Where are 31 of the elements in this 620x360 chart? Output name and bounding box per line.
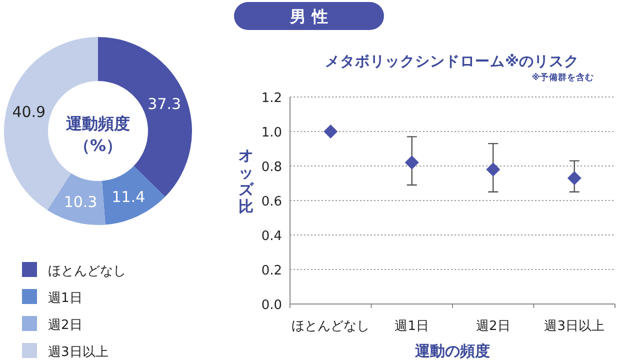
data-label: 37.3 [148, 95, 182, 114]
donut-slice [102, 166, 166, 225]
x-tick-label: 週3日以上 [544, 319, 605, 334]
legend-label: ほとんどなし [48, 264, 126, 279]
donut-slice [47, 173, 106, 225]
y-tick-label: 0.0 [261, 298, 282, 313]
y-tick-label: 0.4 [261, 229, 282, 244]
data-label: 10.3 [64, 192, 98, 211]
y-axis-title: オッズ比 [238, 146, 254, 216]
point [324, 124, 338, 138]
legend-label: 週3日以上 [48, 345, 108, 360]
y-tick-label: 1.2 [261, 91, 282, 106]
data-label: 40.9 [12, 102, 46, 121]
x-tick-label: 週2日 [476, 319, 510, 334]
data-label: 11.4 [112, 188, 146, 206]
point [404, 156, 419, 170]
y-tick-label: 0.2 [261, 264, 282, 278]
point [567, 171, 582, 186]
x-axis-title: 運動の頻度 [414, 342, 490, 360]
chart-title: メタボリックシンドローム※のリスク [324, 53, 580, 70]
text: 運動頻度 [65, 114, 130, 133]
y-tick-label: 1.0 [261, 126, 282, 140]
y-tick-label: 0.8 [261, 160, 282, 175]
point [486, 162, 500, 176]
text: 男 性 [289, 7, 328, 26]
x-tick-label: ほとんどなし [292, 319, 370, 334]
text: ※予備群を含む [532, 72, 594, 83]
legend-label: 週1日 [48, 291, 82, 306]
y-tick-label: 0.6 [261, 194, 282, 210]
text: （%） [74, 136, 122, 155]
x-tick-label: 週1日 [394, 319, 430, 334]
